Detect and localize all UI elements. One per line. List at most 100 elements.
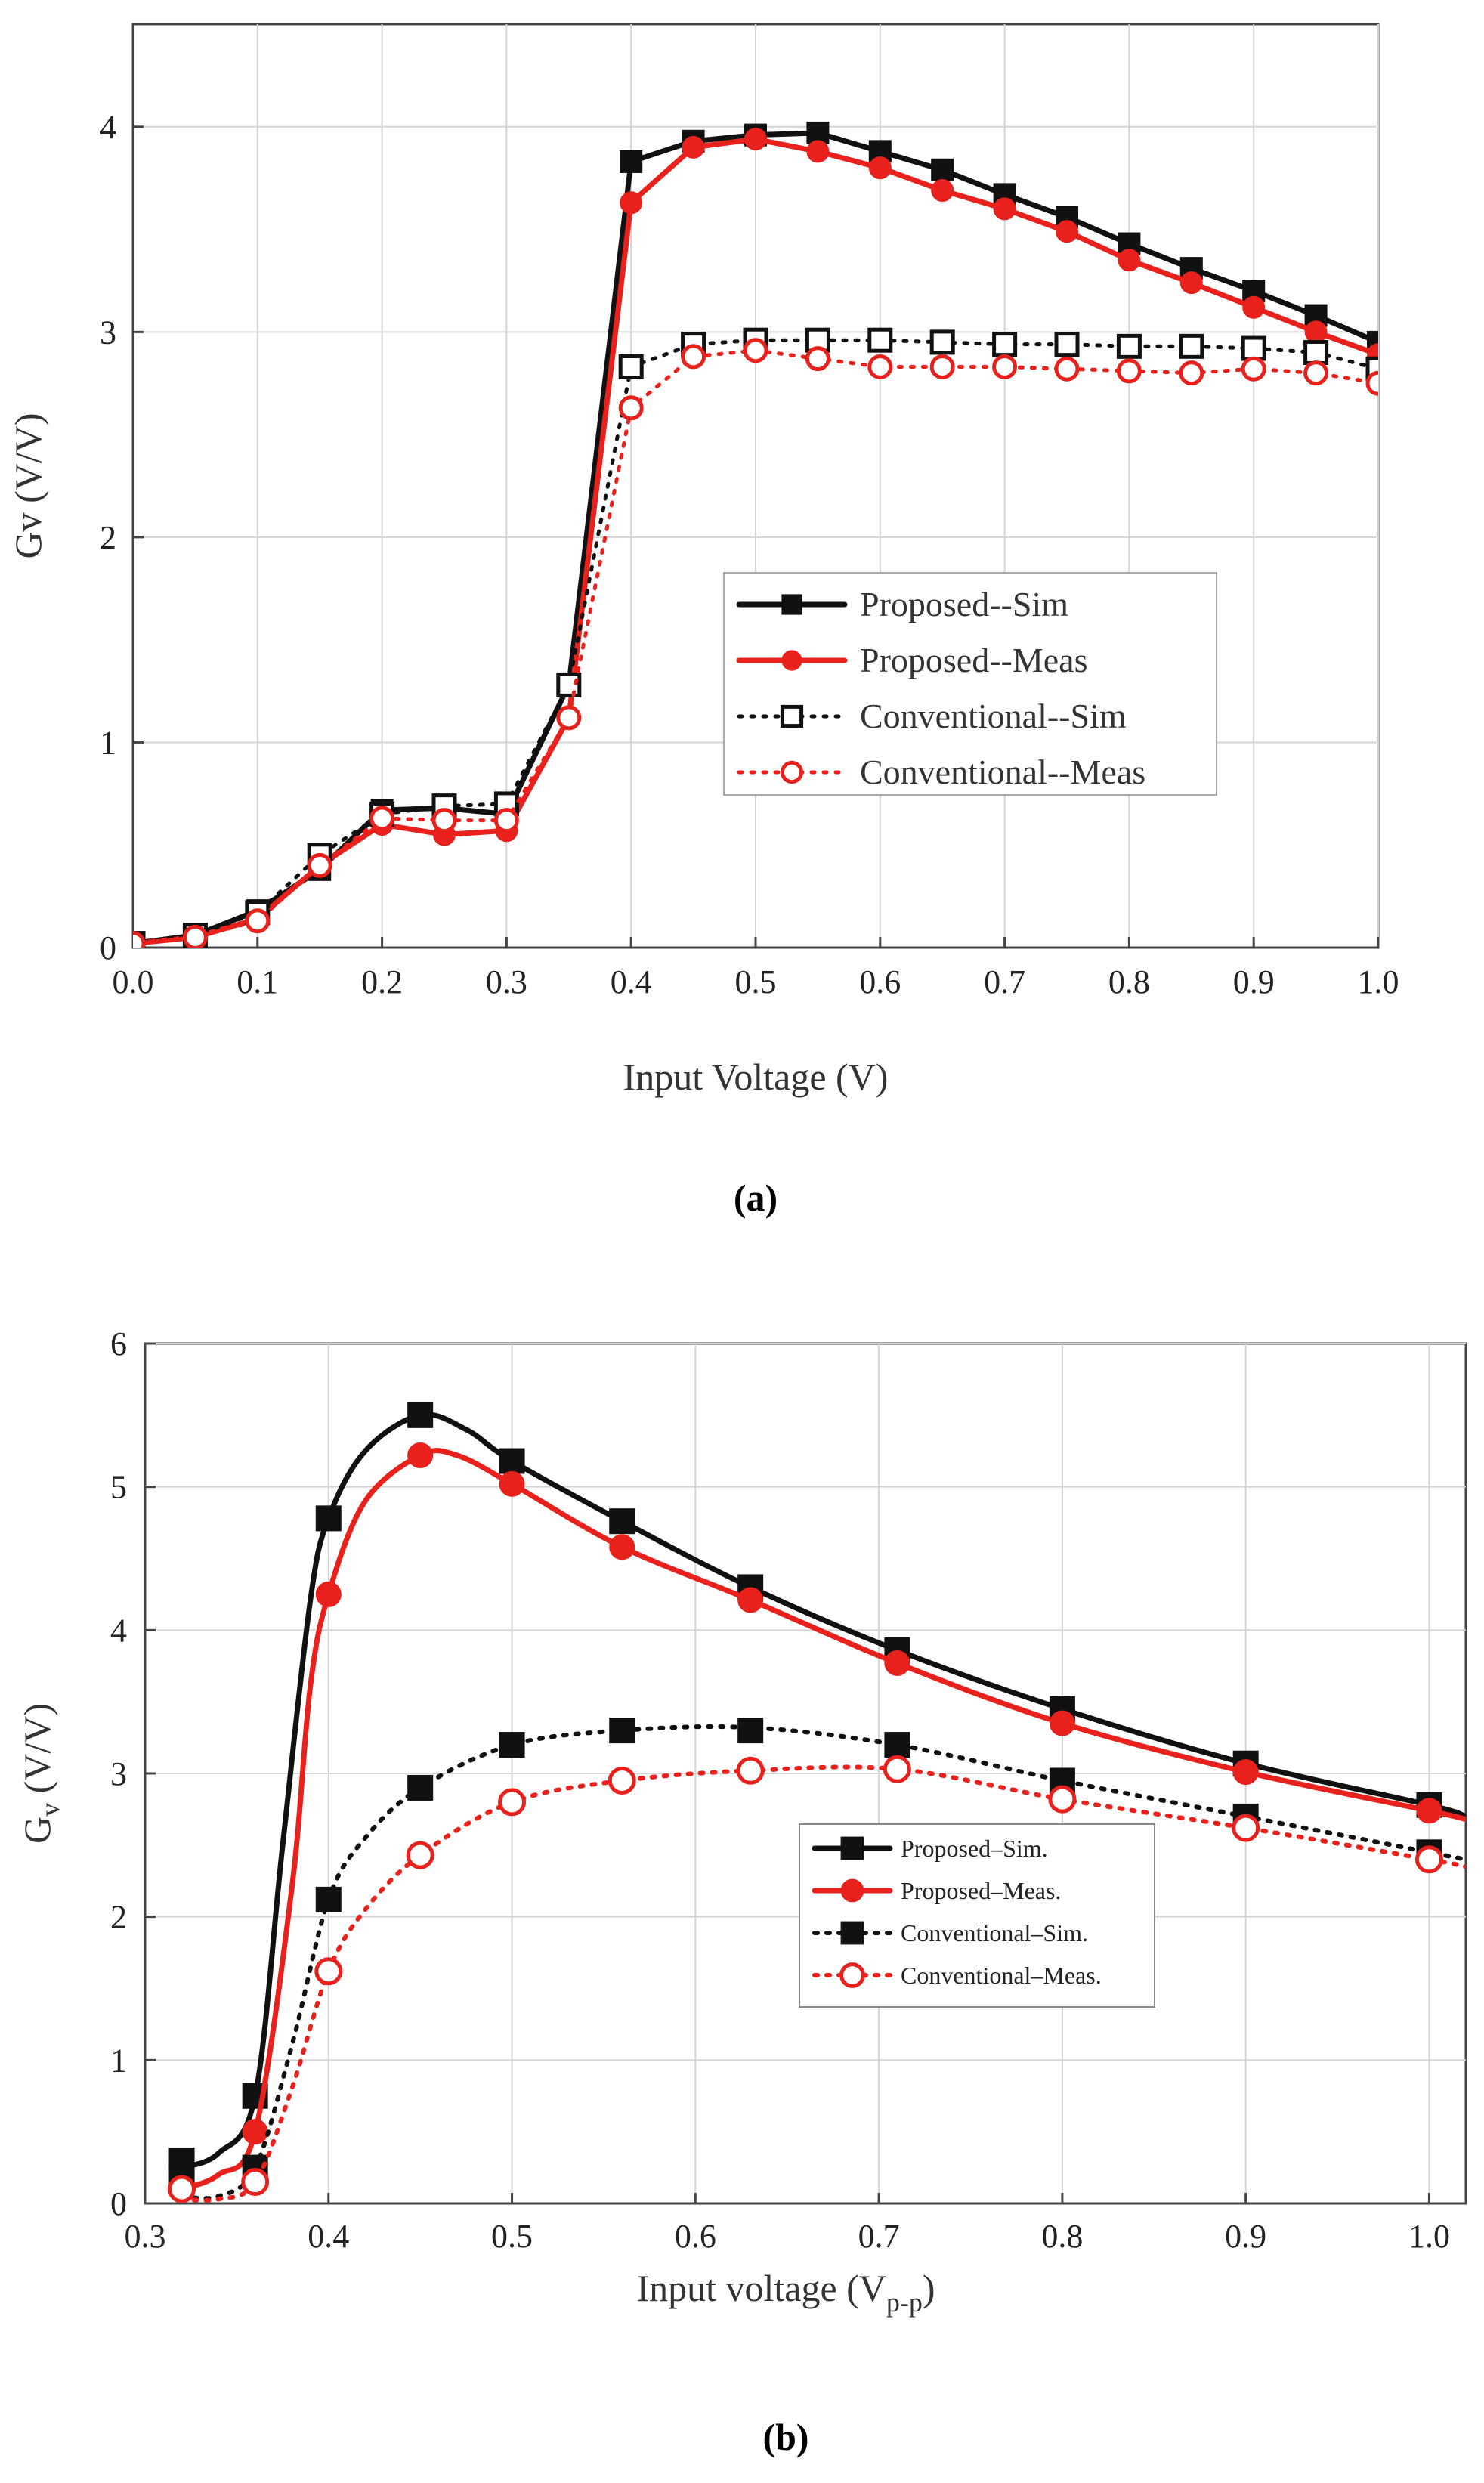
chart-a-series-3-legend-marker: [780, 704, 804, 728]
chart-a-series-3-point: [867, 327, 893, 353]
chart-a-y-tick-label: 0: [100, 929, 116, 966]
chart-b-y-tick-label: 2: [110, 1899, 127, 1936]
chart-b-series-2-legend-marker: [840, 1878, 864, 1903]
chart-b-series-2-point: [315, 1581, 342, 1607]
chart-b-x-tick-label: 0.6: [675, 2218, 716, 2255]
chart-a-series-1-point: [931, 158, 954, 181]
chart-b-y-label: Gv (V/V): [16, 1703, 65, 1844]
chart-a-series-3-legend-label: Conventional--Sim: [860, 697, 1127, 735]
chart-b-series-4-point: [736, 1756, 765, 1785]
chart-b-series-4-point: [314, 1957, 343, 1986]
chart-b-series-2-point: [737, 1587, 764, 1613]
chart-b-series-3-line: [179, 1724, 1466, 2201]
chart-b-series-2-line: [179, 1448, 1466, 2192]
chart-b-x-tick-label: 0.4: [308, 2218, 349, 2255]
chart-a-x-tick-label: 0.0: [113, 963, 154, 1000]
chart-a-series-4-legend-marker: [780, 760, 804, 784]
chart-a-y-tick-label: 2: [100, 519, 116, 556]
chart-a-series-2-point: [806, 140, 830, 163]
chart-b-series-4-point: [1232, 1814, 1260, 1842]
chart-b-series-4-point: [406, 1841, 434, 1869]
chart-b-series-4-line: [179, 1764, 1466, 2203]
chart-a-series-2-legend-label: Proposed--Meas: [860, 641, 1088, 679]
chart-a-series-1-point: [806, 121, 830, 144]
chart-b-series-4-point: [1048, 1785, 1077, 1814]
chart-a-series-4-point: [182, 924, 208, 948]
chart-a-series-1-point: [620, 150, 643, 173]
chart-a-series-2-point: [620, 191, 643, 215]
chart-b-y-tick-label: 6: [110, 1325, 127, 1362]
chart-b-series-4-point: [608, 1766, 636, 1795]
chart-a-x-tick-label: 0.6: [859, 963, 901, 1000]
chart-a-series-1-legend-label: Proposed--Sim: [860, 585, 1068, 623]
chart-b-plot-area: [168, 1402, 1466, 2203]
chart-b-series-2-point: [407, 1442, 434, 1468]
chart-a-series-2-point: [931, 178, 954, 202]
chart-b-series-3-point: [737, 1718, 764, 1744]
chart-a-series-4-point: [307, 852, 332, 878]
chart-a-series-1-legend-marker: [781, 594, 802, 615]
chart-a-series-4-point: [1116, 358, 1142, 384]
chart-b-y-tick-label: 1: [110, 2042, 127, 2079]
chart-b-series-2-point: [884, 1650, 910, 1676]
caption-a: (a): [734, 1177, 778, 1219]
chart-b-series-2-point: [499, 1470, 525, 1497]
chart-b-y-tick-label: 3: [110, 1755, 127, 1792]
chart-a-series-3-line: [133, 338, 1378, 946]
chart-b-series-3-point: [609, 1718, 635, 1744]
chart-b-series-1-legend-marker: [840, 1836, 864, 1860]
chart-a-series-2-legend-marker: [781, 650, 802, 671]
chart-b-series-4-point: [168, 2175, 196, 2203]
chart-b-series-1-point: [315, 1505, 342, 1532]
chart-b-series-2-point: [242, 2119, 268, 2145]
chart-a-series-4-point: [929, 354, 955, 379]
chart-b-x-tick-label: 0.9: [1225, 2218, 1266, 2255]
chart-a-series-4-point: [133, 931, 146, 948]
chart-b-series-1-point: [499, 1448, 525, 1474]
chart-a-x-tick-label: 0.2: [361, 963, 403, 1000]
chart-b-x-tick-label: 0.3: [125, 2218, 166, 2255]
chart-a-series-3-point: [1241, 335, 1266, 361]
chart-b-series-3-point: [407, 1774, 434, 1801]
chart-a-series-4-point: [992, 354, 1018, 379]
chart-a-series-4-point: [369, 806, 395, 831]
chart-b-x-tick-label: 0.8: [1041, 2218, 1083, 2255]
chart-a-series-2-point: [1118, 249, 1141, 272]
chart-b-series-3-point: [499, 1732, 525, 1758]
chart-b-x-label: Input voltage (Vp-p): [636, 2267, 935, 2318]
chart-a-x-tick-label: 0.1: [237, 963, 278, 1000]
chart-b-series-4-point: [498, 1788, 527, 1817]
chart-b-series-1-point: [609, 1508, 635, 1535]
chart-a-series-4-point: [743, 338, 768, 363]
chart-a-series-4-point: [556, 705, 582, 731]
chart-b-series-3-point: [884, 1732, 910, 1758]
caption-b: (b): [762, 2416, 808, 2458]
chart-a: 0.0 0.1 0.2 0.3 0.4 0.5 0.6 0.7 0.8 0.9 1.0 0 1 2 3 4 I…: [7, 23, 1399, 1098]
chart-a-series-4-legend-label: Conventional--Meas: [860, 753, 1145, 791]
chart-b-series-4-point: [241, 2168, 270, 2197]
chart-b-series-3-legend-label: Conventional–Sim.: [901, 1919, 1088, 1947]
chart-a-series-2-point: [1242, 295, 1266, 319]
chart-a-series-3-point: [1303, 339, 1329, 365]
chart-b-ticks: 0.3 0.4 0.5 0.6 0.7 0.8 0.9 1.0 0 1 2 3 4 5 6: [110, 1325, 1450, 2255]
chart-a-y-tick-label: 4: [100, 109, 116, 146]
chart-a-x-tick-label: 0.4: [611, 963, 652, 1000]
chart-a-legend: Proposed--Sim Proposed--Meas Conventional-…: [723, 572, 1217, 796]
chart-b-series-2-point: [609, 1534, 635, 1560]
chart-a-series-2-point: [1179, 271, 1203, 295]
chart-a-series-2-point: [993, 197, 1016, 221]
chart-b-y-tick-label: 5: [110, 1469, 127, 1506]
chart-a-series-4-point: [493, 808, 519, 833]
chart-b-series-2-point: [1232, 1759, 1259, 1786]
chart-b-legend: Proposed–Sim. Proposed–Meas. Conventional–…: [799, 1823, 1155, 2008]
chart-a-series-2-point: [682, 135, 705, 159]
chart-a-series-4-point: [1365, 370, 1378, 396]
chart-a-series-2-point: [1304, 320, 1328, 344]
chart-a-series-3-point: [1179, 333, 1204, 359]
chart-b-x-tick-label: 0.7: [858, 2218, 900, 2255]
chart-b-series-4-point: [1414, 1845, 1443, 1874]
chart-b-series-3-legend-marker: [840, 1921, 864, 1945]
chart-a-x-tick-label: 0.5: [735, 963, 777, 1000]
chart-a-legend-box: [723, 572, 1217, 796]
chart-a-y-tick-label: 3: [100, 314, 116, 351]
